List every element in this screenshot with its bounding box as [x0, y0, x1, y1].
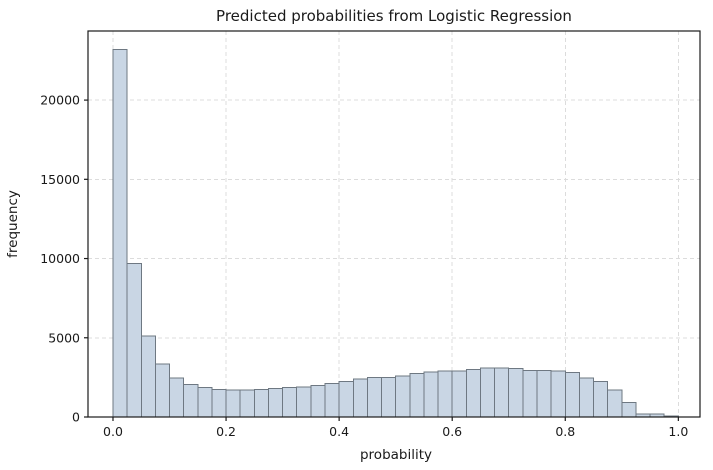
histogram-bar [578, 377, 595, 418]
histogram-bar [423, 371, 439, 418]
histogram-bar [239, 389, 255, 418]
histogram-bars [112, 48, 679, 418]
histogram-bar [366, 376, 383, 418]
y-tick-label: 10000 [40, 251, 80, 266]
x-axis-label: probability [360, 447, 432, 463]
histogram-bar [282, 387, 298, 418]
histogram-bar [593, 380, 609, 418]
histogram-bar [154, 363, 171, 418]
histogram-bar [183, 384, 199, 418]
histogram-bar [169, 377, 185, 418]
histogram-bar [253, 388, 269, 418]
histogram-bar [465, 368, 481, 418]
histogram-bar [494, 367, 510, 418]
histogram-bar [508, 368, 524, 418]
y-tick-label: 5000 [48, 330, 80, 345]
histogram-bar [324, 383, 340, 418]
histogram-bar [310, 384, 326, 418]
histogram-bar [536, 369, 552, 418]
chart-title: Predicted probabilities from Logistic Re… [216, 7, 572, 25]
histogram-bar [479, 367, 496, 418]
x-tick-label: 0.8 [555, 424, 575, 439]
histogram-bar [564, 372, 580, 418]
histogram-bar [225, 389, 241, 418]
histogram-bar [126, 262, 142, 418]
histogram-bar [338, 380, 354, 418]
histogram-bar [607, 389, 623, 418]
y-axis-label: frequency [5, 190, 21, 258]
axis-ticks [84, 99, 679, 421]
histogram-bar [197, 387, 213, 418]
histogram-bar [395, 375, 411, 418]
axis-tick-labels: 0.0 0.2 0.4 0.6 0.8 1.0 0 5000 10000 15000 20000 [40, 93, 688, 439]
histogram-bar [437, 370, 453, 418]
x-tick-label: 0.0 [103, 424, 123, 439]
plot-border [87, 30, 701, 418]
histogram-bar [409, 372, 425, 418]
histogram-bar [140, 335, 156, 418]
histogram-bar [621, 402, 637, 418]
histogram-bar [381, 376, 397, 418]
histogram-bar [211, 388, 227, 418]
x-tick-label: 0.6 [442, 424, 462, 439]
x-tick-label: 0.2 [216, 424, 236, 439]
histogram-bar [550, 370, 566, 418]
histogram-bar [296, 386, 312, 418]
y-tick-label: 20000 [40, 93, 80, 108]
histogram-bar [352, 378, 368, 418]
histogram-bar [522, 369, 538, 418]
histogram-bar [451, 370, 467, 418]
y-tick-label: 15000 [40, 172, 80, 187]
x-tick-label: 1.0 [668, 424, 688, 439]
histogram-bar [267, 387, 284, 418]
grid-lines [88, 31, 700, 418]
x-tick-label: 0.4 [329, 424, 349, 439]
histogram-bar [112, 48, 128, 418]
y-tick-label: 0 [72, 410, 80, 425]
